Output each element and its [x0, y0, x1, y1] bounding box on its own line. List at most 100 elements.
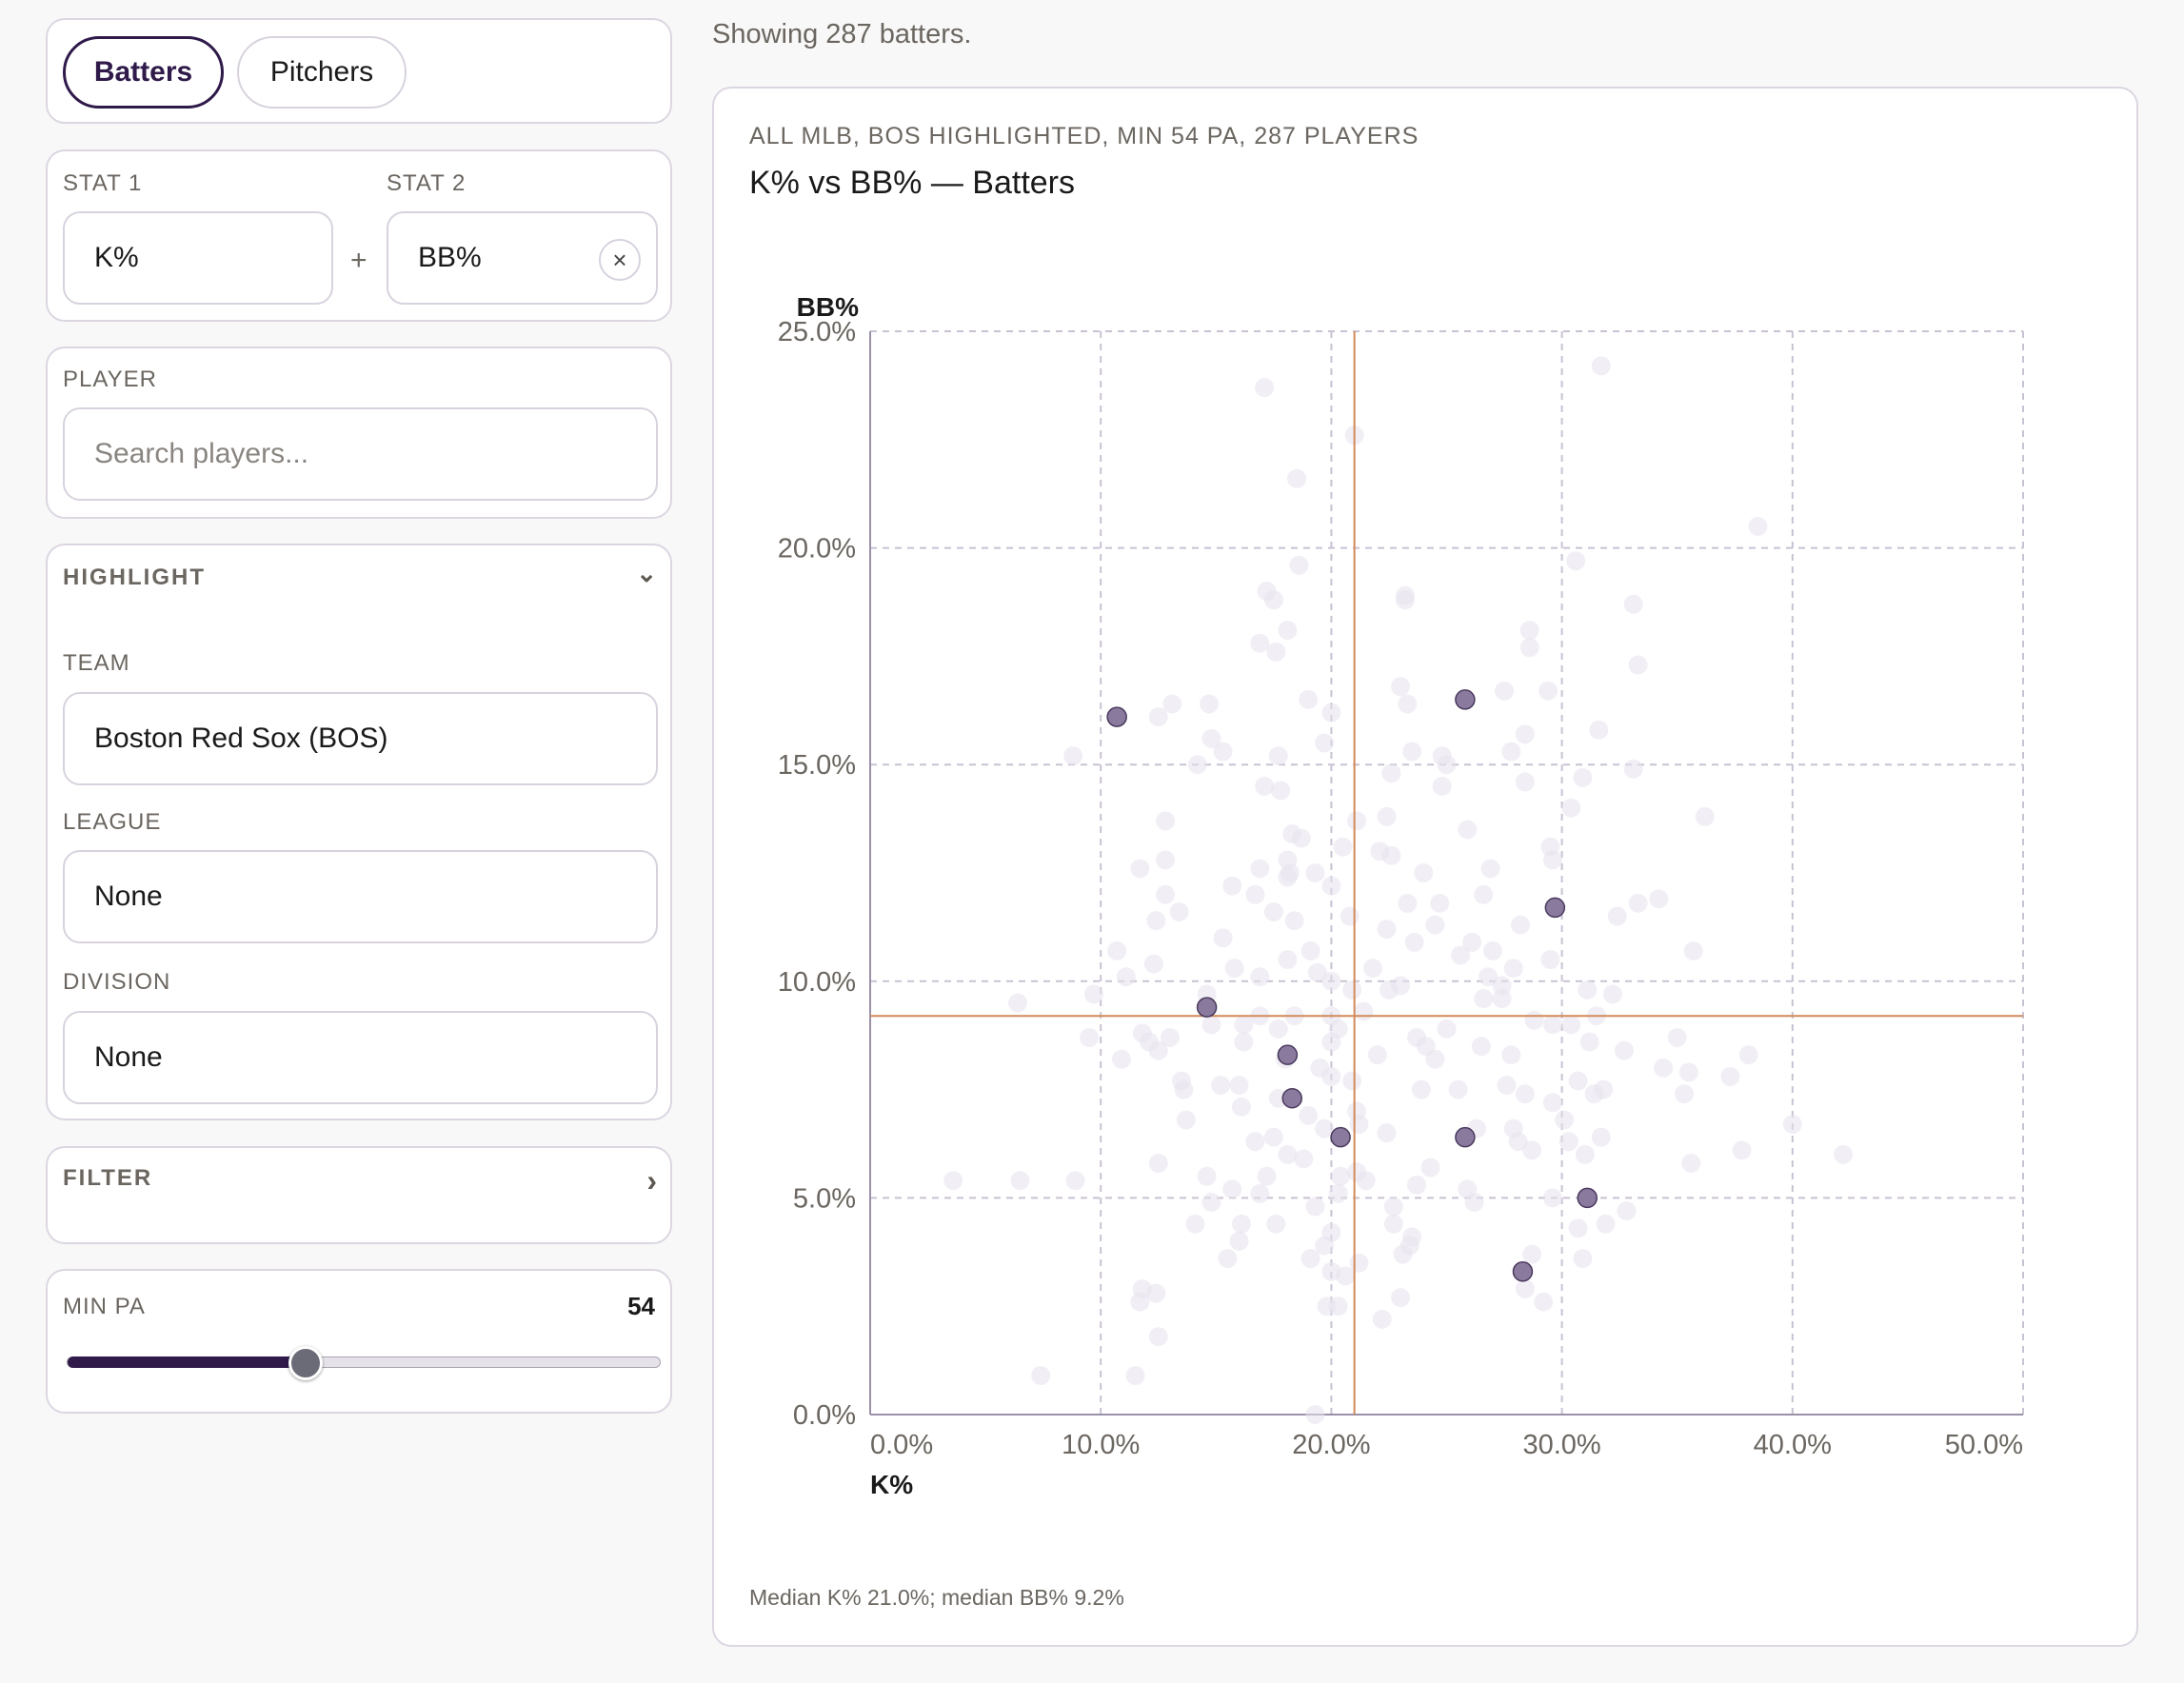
league-select[interactable]: None	[63, 850, 658, 943]
team-select[interactable]: Boston Red Sox (BOS)	[63, 692, 658, 785]
plus-sign: +	[350, 245, 367, 276]
data-point	[1130, 1292, 1150, 1312]
data-point	[1451, 945, 1471, 965]
data-point	[1130, 859, 1150, 879]
data-point	[1333, 837, 1353, 857]
data-point	[1287, 468, 1307, 488]
data-point	[1299, 689, 1319, 709]
x-axis-label: K%	[870, 1470, 913, 1499]
min-pa-value: 54	[627, 1292, 655, 1320]
highlighted-data-point	[1196, 997, 1218, 1018]
data-point	[1534, 1292, 1554, 1312]
data-point	[1383, 1197, 1403, 1217]
chart-title: K% vs BB% — Batters	[749, 165, 1075, 201]
data-point	[1010, 1171, 1030, 1191]
data-point	[1289, 555, 1309, 575]
data-point	[1501, 742, 1521, 762]
data-point	[1474, 989, 1494, 1009]
data-point	[1328, 1183, 1348, 1203]
data-point	[1623, 594, 1643, 614]
stat2-select[interactable]: BB% ×	[387, 211, 658, 305]
highlighted-data-point	[1277, 1044, 1299, 1065]
data-point	[1083, 984, 1103, 1004]
data-point	[1222, 1179, 1242, 1199]
data-point	[1432, 776, 1452, 796]
data-point	[1522, 1244, 1542, 1264]
data-point	[1398, 694, 1418, 714]
data-point	[1349, 1253, 1369, 1273]
x-tick-label: 10.0%	[1062, 1430, 1140, 1460]
data-point	[1404, 932, 1424, 952]
data-point	[1377, 806, 1397, 826]
data-point	[1559, 1132, 1578, 1152]
data-point	[1268, 1019, 1288, 1039]
data-point	[1335, 1266, 1355, 1286]
data-point	[1008, 993, 1028, 1013]
filter-card[interactable]: FILTER ›	[46, 1146, 672, 1244]
data-point	[1263, 590, 1283, 610]
x-tick-label: 50.0%	[1945, 1430, 2023, 1460]
data-point	[1568, 1218, 1588, 1238]
data-point	[1315, 1119, 1335, 1138]
data-point	[1156, 884, 1176, 904]
data-point	[1160, 1027, 1180, 1047]
data-point	[1678, 1062, 1698, 1082]
data-point	[1342, 1071, 1362, 1091]
y-tick-label: 5.0%	[793, 1183, 856, 1214]
data-point	[1596, 1214, 1616, 1234]
tab-pitchers[interactable]: Pitchers	[237, 36, 407, 109]
data-point	[1229, 1231, 1249, 1251]
tab-batters[interactable]: Batters	[63, 36, 224, 109]
data-point	[1307, 962, 1327, 982]
team-label: TEAM	[63, 650, 130, 676]
data-point	[1321, 971, 1341, 991]
min-pa-slider[interactable]	[67, 1346, 661, 1380]
data-point	[1197, 1166, 1217, 1186]
data-point	[1414, 863, 1434, 882]
highlighted-data-point	[1455, 1126, 1476, 1148]
data-point	[1683, 940, 1703, 960]
data-point	[1555, 1110, 1575, 1130]
data-point	[1377, 1123, 1397, 1143]
data-point	[1268, 746, 1288, 766]
data-point	[1116, 967, 1136, 987]
data-point	[1591, 356, 1611, 376]
data-point	[1674, 1084, 1694, 1104]
data-point	[1213, 928, 1233, 948]
player-label: PLAYER	[63, 366, 157, 392]
clear-icon[interactable]: ×	[599, 239, 641, 281]
highlighted-data-point	[1281, 1087, 1302, 1109]
data-point	[1834, 1144, 1854, 1164]
player-search-input[interactable]: Search players...	[63, 407, 658, 501]
data-point	[1542, 1093, 1562, 1113]
data-point	[1250, 859, 1270, 879]
data-point	[1278, 950, 1298, 970]
league-label: LEAGUE	[63, 809, 162, 835]
data-point	[1263, 1127, 1283, 1147]
division-select[interactable]: None	[63, 1011, 658, 1104]
data-point	[1347, 811, 1367, 831]
data-point	[1584, 1084, 1604, 1104]
data-point	[1224, 959, 1244, 979]
stat1-select[interactable]: K%	[63, 211, 333, 305]
data-point	[1245, 884, 1265, 904]
data-point	[1561, 1015, 1581, 1035]
data-point	[1185, 1214, 1205, 1234]
data-point	[1515, 724, 1535, 744]
data-point	[1575, 1144, 1595, 1164]
chevron-right-icon: ›	[646, 1163, 657, 1198]
data-point	[1231, 1214, 1251, 1234]
filter-title: FILTER	[63, 1165, 153, 1191]
data-point	[1425, 915, 1445, 935]
highlight-header[interactable]: HIGHLIGHT ⌄	[48, 545, 670, 603]
min-pa-slider-thumb[interactable]	[288, 1346, 323, 1380]
data-point	[1482, 940, 1502, 960]
chart-card: ALL MLB, BOS HIGHLIGHTED, MIN 54 PA, 287…	[712, 87, 2138, 1647]
data-point	[1654, 1058, 1674, 1078]
data-point	[1200, 694, 1220, 714]
highlighted-data-point	[1577, 1187, 1598, 1209]
data-point	[1501, 1045, 1521, 1065]
x-tick-label: 20.0%	[1292, 1430, 1370, 1460]
data-point	[1255, 776, 1275, 796]
min-pa-label: MIN PA	[63, 1294, 146, 1319]
